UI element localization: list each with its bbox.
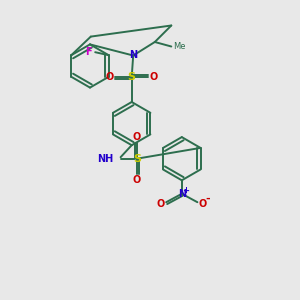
Text: F: F [85,46,92,57]
Text: O: O [199,199,207,209]
Text: O: O [133,175,141,185]
Text: +: + [182,186,190,195]
Text: Me: Me [173,42,186,51]
Text: S: S [133,154,141,164]
Text: O: O [133,132,141,142]
Text: S: S [128,72,136,82]
Text: N: N [178,189,186,199]
Text: NH: NH [98,154,114,164]
Text: O: O [157,199,165,209]
Text: O: O [149,71,158,82]
Text: -: - [206,194,210,204]
Text: O: O [106,71,114,82]
Text: N: N [129,50,137,60]
